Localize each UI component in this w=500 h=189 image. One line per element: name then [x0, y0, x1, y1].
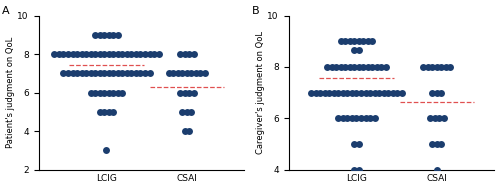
Text: A: A — [2, 5, 9, 15]
Text: B: B — [252, 5, 259, 15]
Y-axis label: Caregiver's judgment on QoL: Caregiver's judgment on QoL — [256, 31, 264, 154]
Y-axis label: Patient's judgment on QoL: Patient's judgment on QoL — [6, 37, 15, 148]
